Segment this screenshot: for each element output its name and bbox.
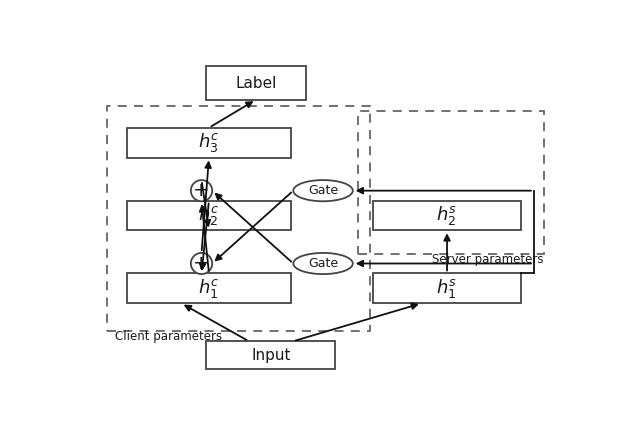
Text: $h_3^c$: $h_3^c$ bbox=[198, 131, 220, 154]
Ellipse shape bbox=[293, 180, 353, 201]
Text: Gate: Gate bbox=[308, 184, 338, 197]
Text: +: + bbox=[193, 254, 210, 273]
Ellipse shape bbox=[191, 180, 212, 201]
Text: Client parameters: Client parameters bbox=[115, 330, 222, 344]
Text: $h_1^s$: $h_1^s$ bbox=[436, 277, 458, 300]
Text: $h_2^s$: $h_2^s$ bbox=[436, 204, 458, 227]
FancyBboxPatch shape bbox=[207, 341, 335, 369]
Text: Label: Label bbox=[236, 76, 276, 91]
FancyBboxPatch shape bbox=[372, 273, 522, 303]
FancyBboxPatch shape bbox=[127, 200, 291, 230]
FancyBboxPatch shape bbox=[372, 200, 522, 230]
Text: $h_2^c$: $h_2^c$ bbox=[198, 204, 220, 227]
FancyBboxPatch shape bbox=[127, 273, 291, 303]
Text: Server parameters: Server parameters bbox=[432, 252, 543, 266]
Text: Gate: Gate bbox=[308, 257, 338, 270]
Text: Input: Input bbox=[252, 348, 291, 363]
Text: +: + bbox=[193, 181, 210, 200]
Ellipse shape bbox=[191, 253, 212, 274]
Ellipse shape bbox=[293, 253, 353, 274]
FancyBboxPatch shape bbox=[207, 67, 306, 100]
FancyBboxPatch shape bbox=[127, 128, 291, 157]
Text: $h_1^c$: $h_1^c$ bbox=[198, 277, 220, 300]
